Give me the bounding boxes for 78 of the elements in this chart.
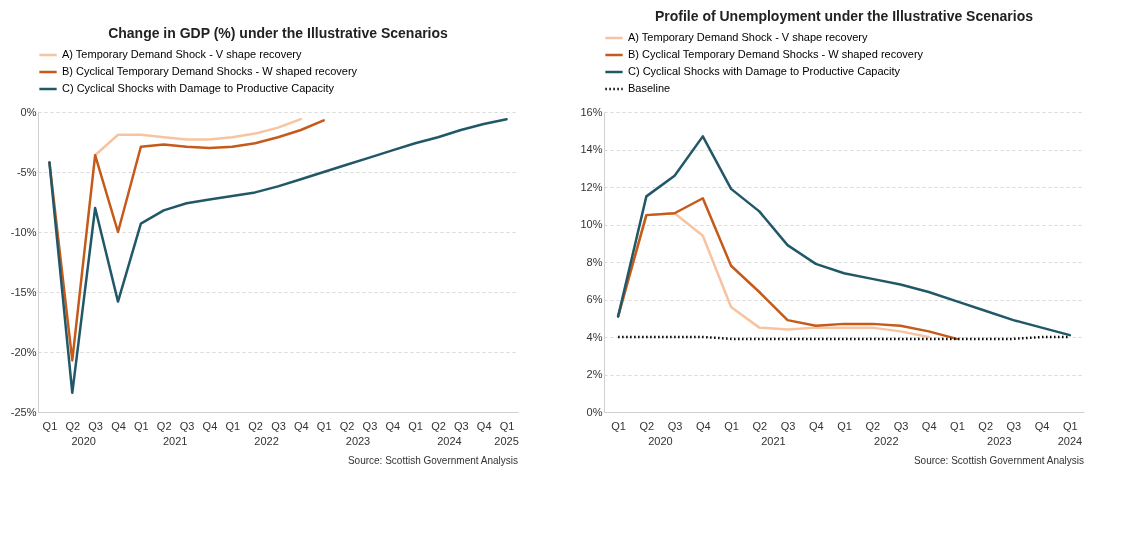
x-tick-label: Q4 <box>1034 419 1050 432</box>
y-tick-label: -20% <box>10 345 37 358</box>
x-tick-label: Q4 <box>921 419 937 432</box>
x-tick-label: Q4 <box>476 419 492 432</box>
x-tick-label: Q3 <box>179 419 195 432</box>
x-tick-label: Q2 <box>248 419 263 432</box>
y-tick-label: 16% <box>580 105 603 118</box>
x-tick-label: Q3 <box>1006 419 1022 432</box>
line-series <box>616 135 1072 337</box>
line-series <box>93 117 303 157</box>
x-tick-label: Q2 <box>339 419 355 432</box>
x-tick-label: Q1 <box>837 419 852 432</box>
x-tick-label: Q3 <box>88 419 103 432</box>
x-tick-label: Q1 <box>408 419 423 432</box>
y-tick-label: -25% <box>10 405 37 418</box>
text: 2024 <box>1057 435 1083 447</box>
x-tick-label: Q3 <box>667 419 683 432</box>
text: 2020 <box>648 435 673 447</box>
x-tick-label: Q4 <box>808 419 824 432</box>
source-note: Source: Scottish Government Analysis <box>913 455 1084 466</box>
chart-title: Profile of Unemployment under the Illustrative Scenarios <box>654 8 1034 24</box>
y-tick-label: 4% <box>586 330 603 343</box>
x-tick-label: Q2 <box>431 419 446 432</box>
x-tick-label: Q4 <box>385 419 401 432</box>
y-tick-label: 0% <box>586 405 603 418</box>
y-tick-label: -10% <box>10 225 37 238</box>
x-tick-label: Q4 <box>695 419 711 432</box>
x-tick-label: Q2 <box>865 419 881 432</box>
x-tick-label: Q2 <box>156 419 172 432</box>
legend-label: B) Cyclical Temporary Demand Shocks - W shaped recovery <box>62 65 358 77</box>
y-tick-label: 14% <box>580 143 603 155</box>
x-tick-label: Q1 <box>316 419 332 432</box>
x-tick-label: Q3 <box>454 419 469 432</box>
x-tick-label: Q3 <box>780 419 796 432</box>
x-tick-label: Q2 <box>978 419 994 432</box>
x-tick-label: Q1 <box>225 419 241 432</box>
y-tick-label: 12% <box>580 180 603 193</box>
x-tick-label: Q4 <box>111 419 126 432</box>
x-tick-label: Q4 <box>202 419 218 432</box>
x-tick-label: Q2 <box>639 419 655 432</box>
x-tick-label: Q1 <box>950 419 965 432</box>
line-series <box>48 117 508 395</box>
text: 2025 <box>494 435 519 447</box>
text: 2022 <box>254 435 279 447</box>
x-tick-label: Q4 <box>294 419 309 432</box>
legend-label: C) Cyclical Shocks with Damage to Productive Capacity <box>62 82 335 94</box>
x-tick-label: Q1 <box>724 419 739 432</box>
x-tick-label: Q3 <box>271 419 286 432</box>
x-tick-label: Q2 <box>752 419 768 432</box>
x-tick-label: Q1 <box>611 419 626 432</box>
x-tick-label: Q1 <box>1063 419 1078 432</box>
y-tick-label: 0% <box>20 105 37 118</box>
text: 2021 <box>761 435 786 447</box>
legend-label: A) Temporary Demand Shock - V shape recovery <box>62 48 302 60</box>
y-tick-label: 6% <box>586 293 603 305</box>
y-tick-label: -15% <box>10 285 37 298</box>
text: 2022 <box>874 435 899 447</box>
text: 2023 <box>987 435 1012 447</box>
x-tick-label: Q2 <box>65 419 81 432</box>
x-tick-label: Q1 <box>42 419 58 432</box>
x-tick-label: Q3 <box>893 419 909 432</box>
legend-label: A) Temporary Demand Shock - V shape recovery <box>628 31 868 43</box>
x-tick-label: Q3 <box>362 419 378 432</box>
y-tick-label: -5% <box>16 165 37 178</box>
y-tick-label: 8% <box>586 255 603 268</box>
text: 2021 <box>162 435 188 447</box>
legend-label: C) Cyclical Shocks with Damage to Productive Capacity <box>628 65 901 77</box>
source-note: Source: Scottish Government Analysis <box>347 455 518 466</box>
legend-label: Baseline <box>628 82 671 94</box>
y-tick-label: 2% <box>586 368 603 380</box>
x-tick-label: Q1 <box>134 419 149 432</box>
text: 2020 <box>71 435 96 447</box>
text: 2024 <box>437 435 462 447</box>
legend-label: B) Cyclical Temporary Demand Shocks - W shaped recovery <box>628 48 924 60</box>
text: 2023 <box>345 435 371 447</box>
chart-title: Change in GDP (%) under the Illustrative Scenarios <box>108 25 449 41</box>
y-tick-label: 10% <box>580 218 603 230</box>
x-tick-label: Q1 <box>499 419 515 432</box>
